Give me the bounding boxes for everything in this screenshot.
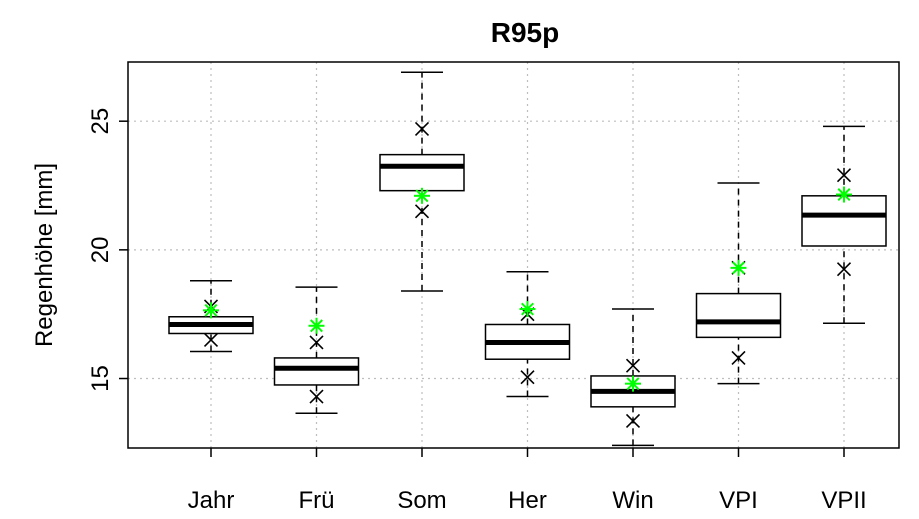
x-marker bbox=[309, 389, 324, 404]
box-VPI bbox=[695, 182, 782, 385]
x-marker-stroke bbox=[625, 358, 641, 373]
y-tick-label: 15 bbox=[87, 365, 114, 392]
star-marker-stroke bbox=[415, 189, 429, 203]
star-marker-stroke bbox=[204, 303, 218, 317]
y-axis: 15 20 25 bbox=[87, 108, 128, 392]
x-marker-stroke bbox=[309, 335, 324, 350]
y-axis-label: Regenhöhe [mm] bbox=[31, 163, 58, 347]
x-tick-label: Her bbox=[508, 487, 547, 514]
x-marker-stroke bbox=[836, 168, 852, 183]
x-marker bbox=[625, 413, 641, 429]
box-body bbox=[273, 357, 360, 386]
x-tick-label: Jahr bbox=[188, 487, 235, 514]
box-Som bbox=[379, 71, 465, 292]
x-axis: Jahr Frü Som Her Win VPI VPII bbox=[188, 448, 867, 514]
grid-lines bbox=[128, 62, 899, 448]
chart-title: R95p bbox=[491, 17, 559, 48]
star-marker bbox=[203, 302, 219, 319]
plot-frame bbox=[127, 61, 900, 449]
x-marker-stroke bbox=[203, 332, 219, 347]
plot-area bbox=[168, 71, 887, 447]
star-marker bbox=[730, 259, 747, 276]
box-Jahr bbox=[168, 279, 254, 353]
box-Frü bbox=[273, 286, 360, 415]
x-marker bbox=[731, 350, 746, 365]
star-marker-stroke bbox=[310, 319, 323, 333]
x-marker bbox=[309, 335, 324, 350]
x-marker-stroke bbox=[625, 413, 641, 429]
box-VPII bbox=[801, 125, 887, 324]
x-marker bbox=[836, 262, 852, 277]
star-marker bbox=[836, 186, 852, 203]
x-marker bbox=[520, 370, 535, 385]
box-body bbox=[801, 195, 887, 247]
x-marker bbox=[203, 332, 219, 347]
star-marker bbox=[625, 375, 641, 392]
x-marker-stroke bbox=[520, 370, 535, 385]
y-tick-label: 25 bbox=[87, 108, 114, 135]
box-body bbox=[695, 292, 782, 339]
box-Her bbox=[484, 270, 571, 398]
star-marker-stroke bbox=[732, 261, 745, 275]
x-marker bbox=[625, 358, 641, 373]
x-marker bbox=[414, 121, 430, 136]
star-marker-stroke bbox=[626, 377, 640, 391]
star-marker bbox=[519, 301, 536, 318]
x-marker-stroke bbox=[309, 389, 324, 404]
star-marker-stroke bbox=[837, 188, 851, 201]
star-marker-stroke bbox=[521, 302, 534, 316]
box-body bbox=[379, 153, 465, 192]
x-tick-label: Som bbox=[397, 487, 446, 514]
x-tick-label: VPII bbox=[821, 487, 866, 514]
x-marker bbox=[414, 204, 430, 219]
x-tick-label: Win bbox=[612, 487, 653, 514]
x-marker-stroke bbox=[836, 262, 852, 277]
x-marker-stroke bbox=[414, 204, 430, 219]
x-marker bbox=[836, 168, 852, 183]
star-marker bbox=[308, 317, 325, 334]
x-tick-label: VPI bbox=[719, 487, 758, 514]
x-marker-stroke bbox=[731, 350, 746, 365]
x-marker-stroke bbox=[414, 121, 430, 136]
y-tick-label: 20 bbox=[87, 237, 114, 264]
x-tick-label: Frü bbox=[299, 487, 335, 514]
star-marker bbox=[414, 187, 430, 204]
